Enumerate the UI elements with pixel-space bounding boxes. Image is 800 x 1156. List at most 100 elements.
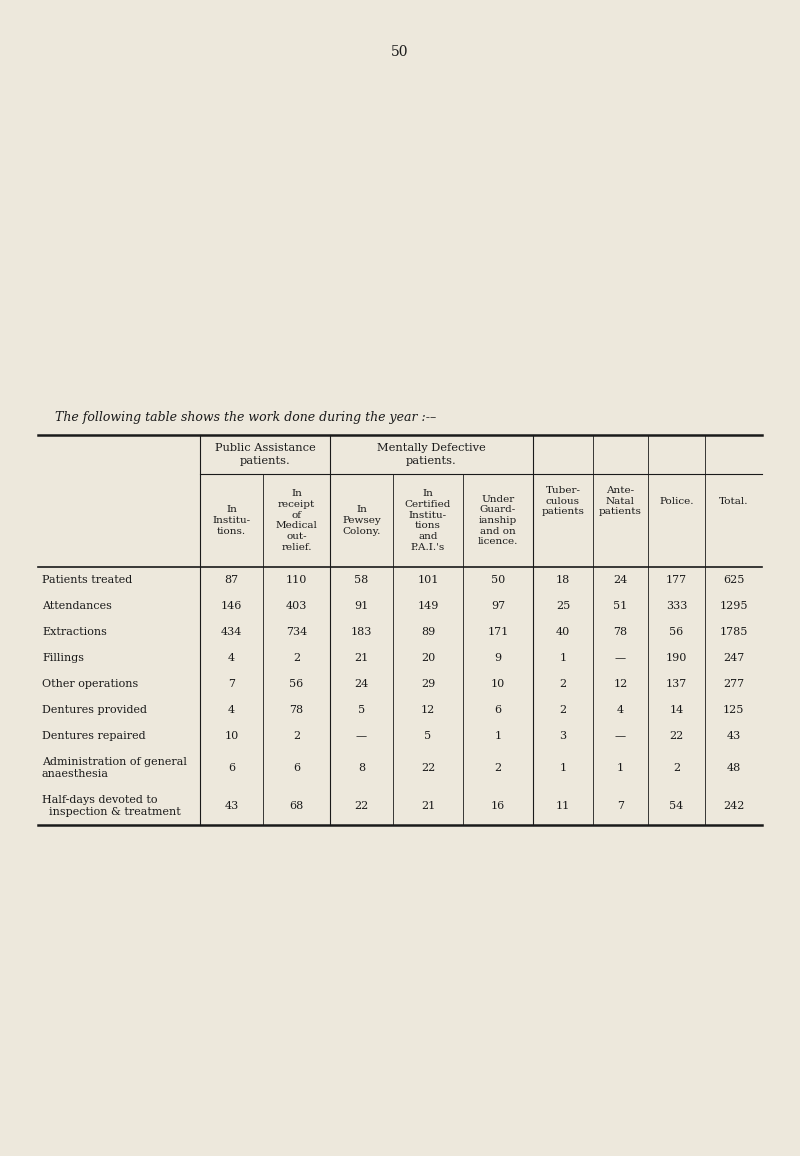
Text: 3: 3 bbox=[559, 731, 566, 741]
Text: Half-days devoted to
  inspection & treatment: Half-days devoted to inspection & treatm… bbox=[42, 795, 181, 817]
Text: 4: 4 bbox=[228, 705, 235, 716]
Text: 1: 1 bbox=[494, 731, 502, 741]
Text: 177: 177 bbox=[666, 575, 687, 585]
Text: In
Institu-
tions.: In Institu- tions. bbox=[213, 505, 250, 535]
Text: 89: 89 bbox=[421, 627, 435, 637]
Text: 4: 4 bbox=[228, 653, 235, 664]
Text: 1785: 1785 bbox=[719, 627, 748, 637]
Text: 29: 29 bbox=[421, 679, 435, 689]
Text: 22: 22 bbox=[670, 731, 684, 741]
Text: 21: 21 bbox=[421, 801, 435, 812]
Text: 22: 22 bbox=[421, 763, 435, 773]
Text: 171: 171 bbox=[487, 627, 509, 637]
Text: 6: 6 bbox=[228, 763, 235, 773]
Text: 50: 50 bbox=[391, 45, 409, 59]
Text: 14: 14 bbox=[670, 705, 684, 716]
Text: Patients treated: Patients treated bbox=[42, 575, 132, 585]
Text: —: — bbox=[356, 731, 367, 741]
Text: 21: 21 bbox=[354, 653, 369, 664]
Text: 137: 137 bbox=[666, 679, 687, 689]
Text: Dentures provided: Dentures provided bbox=[42, 705, 147, 716]
Text: 6: 6 bbox=[494, 705, 502, 716]
Text: 43: 43 bbox=[726, 731, 741, 741]
Text: 8: 8 bbox=[358, 763, 365, 773]
Text: 12: 12 bbox=[614, 679, 628, 689]
Text: Other operations: Other operations bbox=[42, 679, 138, 689]
Text: 68: 68 bbox=[290, 801, 304, 812]
Text: 625: 625 bbox=[723, 575, 744, 585]
Text: —: — bbox=[615, 653, 626, 664]
Text: Extractions: Extractions bbox=[42, 627, 107, 637]
Text: Mentally Defective
patients.: Mentally Defective patients. bbox=[377, 443, 486, 466]
Text: 87: 87 bbox=[225, 575, 238, 585]
Text: 146: 146 bbox=[221, 601, 242, 612]
Text: 20: 20 bbox=[421, 653, 435, 664]
Text: 25: 25 bbox=[556, 601, 570, 612]
Text: 24: 24 bbox=[354, 679, 369, 689]
Text: Tuber-
culous
patients: Tuber- culous patients bbox=[542, 486, 585, 517]
Text: Under
Guard-
ianship
and on
licence.: Under Guard- ianship and on licence. bbox=[478, 495, 518, 547]
Text: 7: 7 bbox=[228, 679, 235, 689]
Text: The following table shows the work done during the year :-–: The following table shows the work done … bbox=[55, 412, 436, 424]
Text: 247: 247 bbox=[723, 653, 744, 664]
Text: 277: 277 bbox=[723, 679, 744, 689]
Text: 54: 54 bbox=[670, 801, 684, 812]
Text: 149: 149 bbox=[418, 601, 438, 612]
Text: 78: 78 bbox=[290, 705, 303, 716]
Text: 2: 2 bbox=[293, 653, 300, 664]
Text: Public Assistance
patients.: Public Assistance patients. bbox=[214, 443, 315, 466]
Text: 10: 10 bbox=[224, 731, 238, 741]
Text: In
receipt
of
Medical
out-
relief.: In receipt of Medical out- relief. bbox=[275, 489, 318, 551]
Text: 242: 242 bbox=[723, 801, 744, 812]
Text: 1: 1 bbox=[559, 763, 566, 773]
Text: 434: 434 bbox=[221, 627, 242, 637]
Text: Dentures repaired: Dentures repaired bbox=[42, 731, 146, 741]
Text: 97: 97 bbox=[491, 601, 505, 612]
Text: 1: 1 bbox=[617, 763, 624, 773]
Text: Fillings: Fillings bbox=[42, 653, 84, 664]
Text: 7: 7 bbox=[617, 801, 624, 812]
Text: 101: 101 bbox=[418, 575, 438, 585]
Text: 1295: 1295 bbox=[719, 601, 748, 612]
Text: Police.: Police. bbox=[659, 496, 694, 505]
Text: 12: 12 bbox=[421, 705, 435, 716]
Text: Administration of general
anaesthesia: Administration of general anaesthesia bbox=[42, 757, 187, 779]
Text: 403: 403 bbox=[286, 601, 307, 612]
Text: 78: 78 bbox=[614, 627, 627, 637]
Text: 333: 333 bbox=[666, 601, 687, 612]
Text: 51: 51 bbox=[614, 601, 628, 612]
Text: 24: 24 bbox=[614, 575, 628, 585]
Text: —: — bbox=[615, 731, 626, 741]
Text: 56: 56 bbox=[290, 679, 304, 689]
Text: 183: 183 bbox=[351, 627, 372, 637]
Text: 40: 40 bbox=[556, 627, 570, 637]
Text: 2: 2 bbox=[559, 679, 566, 689]
Text: 734: 734 bbox=[286, 627, 307, 637]
Text: 110: 110 bbox=[286, 575, 307, 585]
Text: 6: 6 bbox=[293, 763, 300, 773]
Text: In
Pewsey
Colony.: In Pewsey Colony. bbox=[342, 505, 381, 535]
Text: 91: 91 bbox=[354, 601, 369, 612]
Text: 11: 11 bbox=[556, 801, 570, 812]
Text: 4: 4 bbox=[617, 705, 624, 716]
Text: In
Certified
Institu-
tions
and
P.A.I.'s: In Certified Institu- tions and P.A.I.'s bbox=[405, 489, 451, 551]
Text: Attendances: Attendances bbox=[42, 601, 112, 612]
Text: 56: 56 bbox=[670, 627, 684, 637]
Text: 50: 50 bbox=[491, 575, 505, 585]
Text: 2: 2 bbox=[293, 731, 300, 741]
Text: 5: 5 bbox=[358, 705, 365, 716]
Text: 2: 2 bbox=[494, 763, 502, 773]
Text: 16: 16 bbox=[491, 801, 505, 812]
Text: 10: 10 bbox=[491, 679, 505, 689]
Text: 2: 2 bbox=[673, 763, 680, 773]
Text: Ante-
Natal
patients: Ante- Natal patients bbox=[599, 486, 642, 517]
Text: 9: 9 bbox=[494, 653, 502, 664]
Text: Total.: Total. bbox=[718, 496, 748, 505]
Text: 58: 58 bbox=[354, 575, 369, 585]
Text: 43: 43 bbox=[224, 801, 238, 812]
Text: 190: 190 bbox=[666, 653, 687, 664]
Text: 1: 1 bbox=[559, 653, 566, 664]
Text: 18: 18 bbox=[556, 575, 570, 585]
Text: 2: 2 bbox=[559, 705, 566, 716]
Text: 48: 48 bbox=[726, 763, 741, 773]
